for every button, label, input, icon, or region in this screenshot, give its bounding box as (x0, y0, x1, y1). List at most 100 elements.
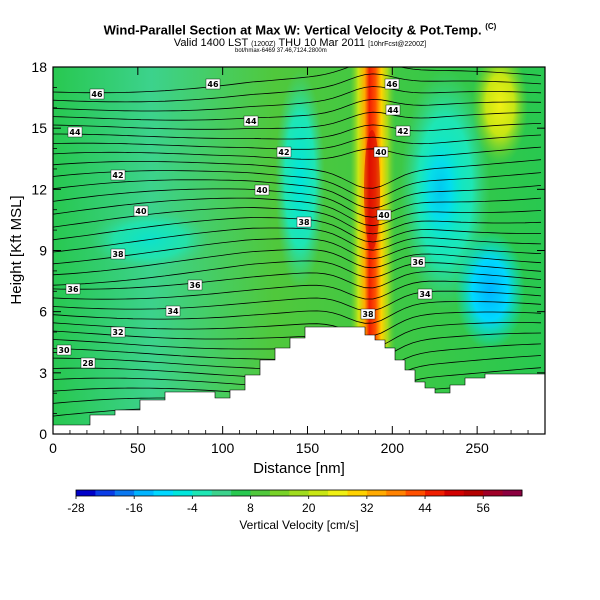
colorbar-swatch (211, 490, 232, 496)
colorbar-tick-label: 44 (418, 501, 432, 515)
contour-label-box (67, 126, 83, 138)
colorbar-swatch (405, 490, 426, 496)
contour-label-box (373, 146, 389, 158)
y-tick-label: 18 (31, 59, 47, 75)
contour-label: 38 (112, 250, 124, 259)
colorbar-swatch (172, 490, 193, 496)
contour-label-box (110, 248, 126, 260)
x-tick-label: 100 (211, 440, 235, 456)
contour-label: 42 (112, 171, 123, 180)
colorbar-tick-label: -28 (67, 501, 85, 515)
x-axis-title: Distance [nm] (253, 460, 345, 477)
contour-label: 42 (278, 148, 289, 157)
isentrope-line (53, 238, 542, 265)
contour-label: 42 (397, 127, 408, 136)
contour-label-box (417, 288, 433, 300)
x-tick-label: 0 (49, 440, 57, 456)
x-tick-label: 200 (381, 440, 405, 456)
chart-title-suffix: (C) (485, 22, 497, 31)
isentrope-line (53, 98, 542, 121)
contour-label-box (243, 115, 259, 127)
isentrope-line (53, 86, 542, 112)
colorbar-swatch (289, 490, 310, 496)
downdraft-core (455, 230, 525, 350)
contour-label: 44 (387, 106, 399, 115)
y-tick-label: 6 (39, 304, 47, 320)
colorbar-frame (75, 489, 523, 497)
chart-title-main: Wind-Parallel Section at Max W: Vertical… (103, 22, 482, 38)
isentrope-line (53, 271, 542, 290)
contour-label: 38 (362, 310, 374, 319)
field-cyan-patch-2 (90, 210, 210, 270)
contour-label: 46 (207, 80, 219, 89)
contour-label: 40 (378, 211, 390, 220)
colorbar-swatch (328, 490, 348, 496)
contour-label-box (254, 184, 270, 196)
isentrope-line (53, 280, 542, 300)
contour-label-box (360, 308, 376, 320)
contour-label: 34 (167, 307, 179, 316)
isentrope-line (53, 123, 542, 140)
isentrope-line (53, 249, 542, 276)
field-cyan-patch-1 (275, 70, 325, 290)
contour-label-box (276, 146, 292, 158)
contour-label-box (296, 216, 312, 228)
chart-subtitle: Valid 1400 LST (1200Z) THU 10 Mar 2011 [… (0, 37, 600, 49)
colorbar-swatch (192, 490, 213, 496)
contour-label: 30 (58, 346, 70, 355)
colorbar-swatch (95, 490, 116, 496)
contour-label: 36 (67, 285, 79, 294)
contour-label-box (205, 78, 221, 90)
colorbar-swatch (366, 490, 387, 496)
colorbar-tick-label: 32 (360, 501, 374, 515)
x-tick-label: 50 (130, 440, 146, 456)
isentrope-line (53, 111, 541, 130)
contour-label: 34 (419, 290, 431, 299)
colorbar-tick-label: -4 (187, 501, 198, 515)
isentrope-line (53, 322, 542, 350)
colorbar-tick-label: 8 (247, 501, 254, 515)
contour-label: 46 (386, 80, 398, 89)
colorbar-swatch (502, 490, 523, 496)
colorbar-swatch (463, 490, 484, 496)
colorbar-swatch (153, 490, 174, 496)
colorbar-swatch (76, 490, 96, 496)
contour-label: 32 (112, 328, 123, 337)
valid-date: THU 10 Mar 2011 (278, 37, 366, 49)
contour-label: 46 (91, 90, 103, 99)
colorbar-tick-label: 56 (477, 501, 491, 515)
colorbar-swatch (425, 490, 445, 496)
colorbar-tick-label: 20 (302, 501, 316, 515)
contour-label-box (133, 205, 149, 217)
colorbar-tick-label: -16 (126, 501, 144, 515)
downdraft-upper (418, 135, 462, 245)
isentrope-line (53, 179, 542, 209)
forecast-info: [10hrFcst@2200Z] (368, 41, 427, 48)
y-tick-label: 9 (39, 243, 47, 259)
colorbar-title: Vertical Velocity [cm/s] (239, 518, 358, 532)
colorbar-swatch (347, 490, 368, 496)
colorbar-swatch (386, 490, 407, 496)
x-tick-label: 150 (296, 440, 320, 456)
isentrope-line (53, 134, 542, 150)
contour-label: 44 (69, 128, 81, 137)
colorbar: -28 -16 -4 8 20 32 44 56 (67, 489, 523, 515)
contour-label-box (187, 279, 203, 291)
contour-label-box (110, 326, 126, 338)
colorbar-swatch (231, 490, 252, 496)
isentrope-line (53, 188, 542, 218)
valid-time: Valid 1400 LST (173, 37, 248, 49)
isentrope-line (53, 260, 542, 286)
contour-label-box (110, 169, 126, 181)
contour-label-box (395, 125, 411, 137)
colorbar-swatch (444, 490, 465, 496)
colorbar-swatch (308, 490, 329, 496)
isentrope-line (53, 73, 542, 103)
contour-label-box (385, 104, 401, 116)
colorbar-swatch (134, 490, 155, 496)
isentrope-line (53, 301, 542, 324)
y-tick-label: 12 (31, 181, 47, 197)
contour-label-box (56, 344, 72, 356)
colorbar-swatch (250, 490, 271, 496)
